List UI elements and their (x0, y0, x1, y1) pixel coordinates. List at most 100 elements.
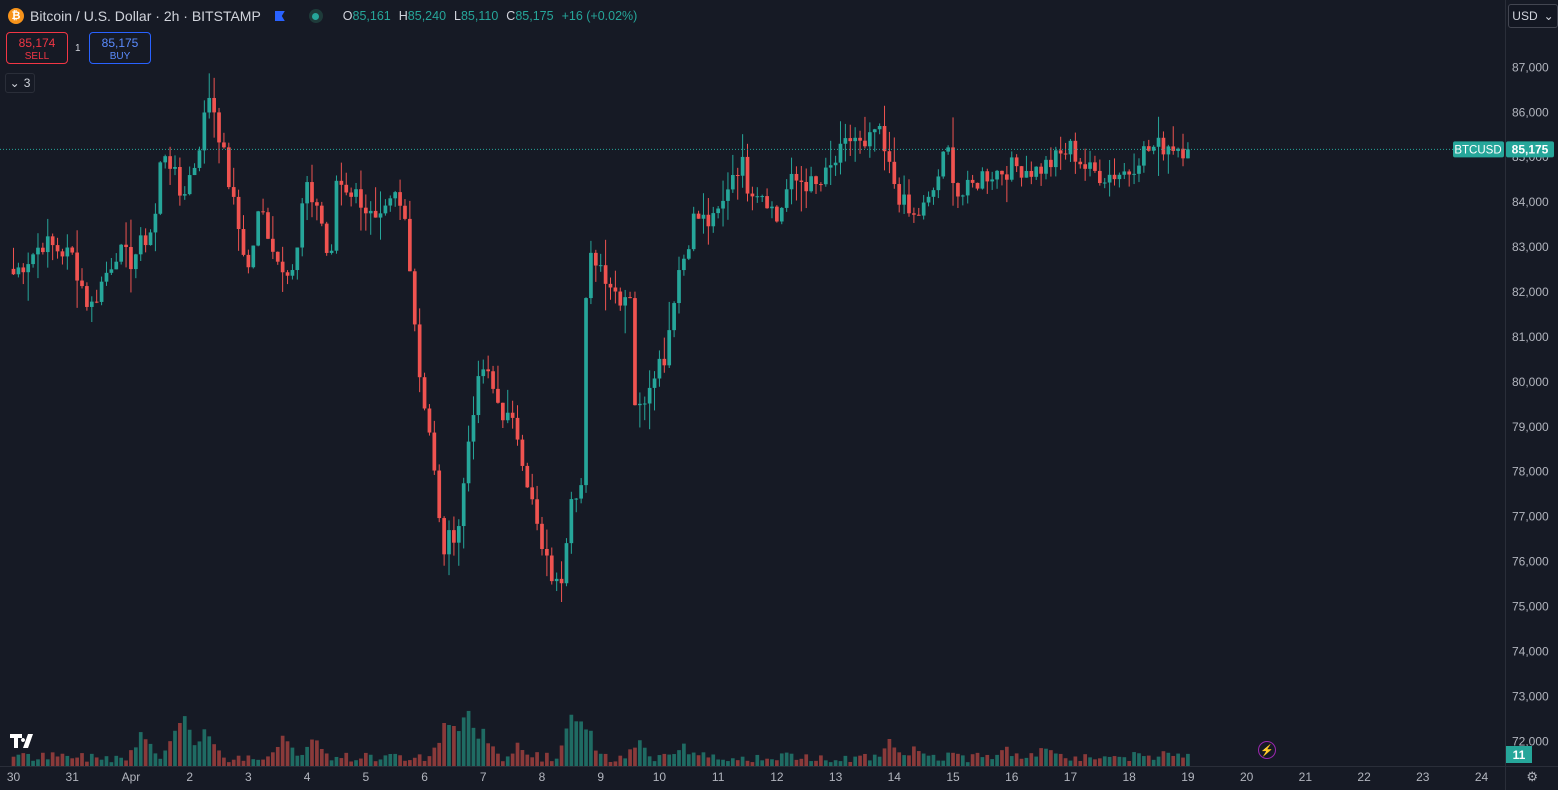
buy-button[interactable]: 85,175 BUY (89, 32, 151, 64)
currency-select[interactable]: USD ⌄ (1508, 4, 1558, 28)
candle-body (931, 190, 936, 197)
candle-body (535, 499, 539, 524)
candle-body (1044, 159, 1048, 174)
volume-bar (892, 747, 897, 766)
volume-bar (965, 762, 970, 766)
volume-bar (956, 753, 960, 766)
candle-body (770, 206, 774, 209)
candle-body (500, 402, 505, 421)
volume-bar (398, 755, 402, 766)
volume-bar (564, 728, 569, 766)
y-tick-label: 79,000 (1512, 420, 1549, 434)
candle-body (236, 196, 241, 230)
volume-bar (1034, 756, 1039, 766)
volume-bar (633, 747, 637, 766)
volume-bar (1171, 755, 1176, 766)
x-tick-label: 7 (480, 770, 487, 784)
symbol-title[interactable]: Bitcoin / U.S. Dollar · 2h · BITSTAMP (30, 8, 261, 24)
volume-bar (339, 758, 344, 766)
candle-body (505, 412, 510, 421)
candle-body (672, 303, 676, 331)
volume-bar (226, 762, 231, 766)
volume-bar (1137, 753, 1141, 766)
volume-bar (833, 760, 838, 766)
volume-tag-bg (1506, 746, 1532, 763)
volume-bar (691, 752, 696, 766)
candle-body (496, 388, 500, 403)
x-tick-label: 15 (946, 770, 960, 784)
volume-bar (735, 760, 740, 766)
candle-body (1156, 137, 1161, 147)
volume-bar (241, 760, 246, 766)
volume-bar (1039, 748, 1043, 766)
volume-bar (373, 761, 378, 766)
volume-bar (711, 754, 716, 766)
volume-bar (143, 739, 148, 766)
candle-body (368, 210, 373, 214)
volume-bar (197, 741, 202, 766)
candle-body (285, 272, 290, 276)
candle-body (275, 251, 280, 262)
y-tick-label: 72,000 (1512, 734, 1549, 748)
volume-bar (251, 759, 256, 766)
volume-bar (1014, 753, 1019, 766)
y-tick-label: 86,000 (1512, 105, 1549, 119)
volume-bar (26, 753, 31, 766)
x-tick-label: 12 (770, 770, 784, 784)
volume-bar (990, 759, 995, 766)
volume-bar (55, 756, 60, 766)
y-tick-label: 76,000 (1512, 555, 1549, 569)
candle-body (75, 252, 79, 281)
candle-body (1122, 171, 1127, 175)
candle-body (226, 147, 231, 188)
lightning-icon[interactable]: ⚡ (1258, 741, 1276, 759)
y-tick-label: 73,000 (1512, 689, 1549, 703)
volume-bar (520, 750, 525, 766)
x-tick-label: 18 (1123, 770, 1137, 784)
x-tick-label: 22 (1357, 770, 1371, 784)
candle-body (525, 465, 530, 488)
sell-button[interactable]: 85,174 SELL (6, 32, 68, 64)
volume-bar (368, 754, 373, 766)
candle-body (163, 156, 168, 163)
flag-icon[interactable] (274, 11, 285, 21)
volume-bar (677, 750, 681, 766)
candle-body (1142, 146, 1146, 166)
candle-body (1009, 157, 1014, 180)
indicators-toggle[interactable]: ⌄ 3 (5, 73, 35, 93)
candle-body (726, 189, 730, 201)
y-tick-label: 87,000 (1512, 60, 1549, 74)
candle-body (828, 165, 833, 168)
candle-body (926, 196, 931, 203)
candle-body (1083, 164, 1087, 169)
volume-bar (349, 761, 353, 766)
ohlc-item: H85,240 (398, 9, 447, 23)
volume-bar (530, 757, 535, 766)
tradingview-logo-icon[interactable] (10, 733, 42, 749)
settings-icon[interactable]: ⚙ (1526, 769, 1538, 784)
candle-body (1058, 150, 1063, 154)
volume-bar (207, 736, 212, 766)
indicator-count: 3 (23, 76, 31, 90)
volume-bar (109, 762, 114, 766)
candle-body (853, 137, 858, 142)
y-tick-label: 77,000 (1512, 510, 1549, 524)
candle-body (339, 180, 344, 185)
candle-body (990, 179, 995, 182)
volume-bar (975, 752, 980, 766)
y-tick-label: 84,000 (1512, 195, 1549, 209)
volume-bar (696, 755, 701, 766)
candle-body (902, 194, 906, 205)
volume-bar (324, 753, 329, 766)
candle-body (1019, 166, 1024, 178)
volume-bar (104, 756, 109, 766)
volume-bar (823, 760, 828, 766)
volume-bar (779, 753, 784, 766)
candle-body (363, 207, 368, 214)
market-status-icon[interactable] (308, 9, 323, 23)
volume-bar (980, 757, 985, 766)
volume-bar (1127, 760, 1132, 766)
volume-bar (70, 758, 75, 766)
volume-bar (148, 743, 153, 766)
